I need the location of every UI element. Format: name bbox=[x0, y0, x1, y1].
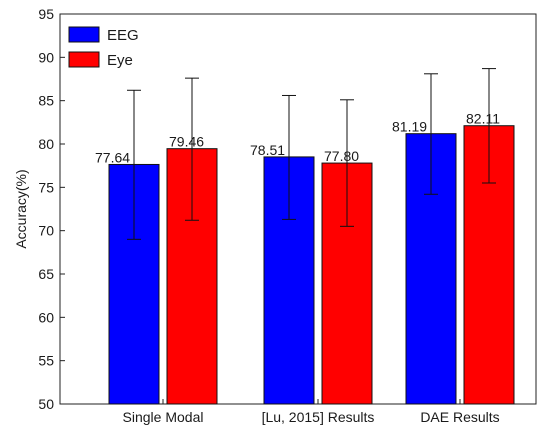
legend-label-eye: Eye bbox=[107, 52, 133, 69]
y-tick-label: 50 bbox=[38, 396, 54, 412]
legend-swatch-eeg bbox=[68, 26, 100, 43]
data-label: 81.19 bbox=[392, 119, 427, 135]
legend: EEG Eye bbox=[68, 26, 139, 69]
y-tick-label: 70 bbox=[38, 223, 54, 239]
y-tick-label: 90 bbox=[38, 49, 54, 65]
legend-label-eeg: EEG bbox=[107, 27, 139, 44]
error-bars-group bbox=[127, 68, 496, 240]
bars-group bbox=[108, 125, 515, 405]
y-tick-label: 95 bbox=[38, 6, 54, 22]
data-label: 82.11 bbox=[466, 111, 500, 127]
y-axis-label: Accuracy(%) bbox=[13, 169, 29, 248]
y-tick-label: 55 bbox=[38, 353, 54, 369]
x-axis: Single Modal [Lu, 2015] Results DAE Result… bbox=[123, 399, 500, 425]
y-tick-label: 65 bbox=[38, 266, 54, 282]
bar-eye bbox=[463, 125, 515, 405]
x-tick-label: Single Modal bbox=[123, 409, 204, 425]
data-label: 77.64 bbox=[95, 149, 130, 165]
data-labels-group: 77.64 79.46 78.51 77.80 81.19 82.11 bbox=[95, 111, 500, 166]
x-tick-label: DAE Results bbox=[420, 409, 499, 425]
legend-swatch-eye bbox=[68, 51, 100, 68]
data-label: 78.51 bbox=[250, 142, 285, 158]
y-tick-label: 75 bbox=[38, 179, 54, 195]
data-label: 79.46 bbox=[169, 134, 204, 150]
y-tick-label: 85 bbox=[38, 93, 54, 109]
data-label: 77.80 bbox=[324, 148, 359, 164]
x-tick-label: [Lu, 2015] Results bbox=[262, 409, 375, 425]
y-tick-label: 80 bbox=[38, 136, 54, 152]
y-axis: 50 55 60 65 70 75 80 85 90 95 bbox=[38, 6, 65, 412]
y-tick-label: 60 bbox=[38, 309, 54, 325]
